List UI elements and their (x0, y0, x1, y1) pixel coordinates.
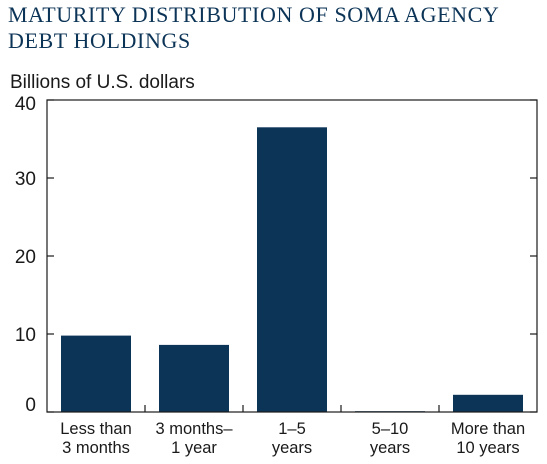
x-tick-label-4-line-1: More than (451, 420, 525, 438)
bars-group (61, 127, 523, 413)
bar-2 (257, 127, 327, 413)
x-tick-label-2-line-2: years (272, 439, 312, 457)
bar-4 (453, 394, 523, 412)
x-tick-label-1-line-1: 3 months– (155, 420, 233, 438)
chart-title-line-2: DEBT HOLDINGS (8, 28, 191, 53)
y-tick-label-10: 10 (15, 325, 36, 346)
bar-0 (61, 335, 131, 412)
chart-title: MATURITY DISTRIBUTION OF SOMA AGENCY DEB… (8, 2, 538, 54)
y-tick-label-20: 20 (15, 247, 36, 268)
y-ticks-group: 0 10 20 30 40 (15, 94, 537, 416)
x-tick-label-0-line-2: 3 months (62, 439, 130, 457)
y-tick-label-40: 40 (15, 94, 36, 115)
x-tick-label-2-line-1: 1–5 (278, 420, 306, 438)
chart-title-line-1: MATURITY DISTRIBUTION OF SOMA AGENCY (8, 2, 500, 27)
x-tick-label-4-line-2: 10 years (456, 439, 519, 457)
y-axis-label: Billions of U.S. dollars (10, 72, 195, 93)
bar-1 (159, 344, 229, 412)
x-tick-label-1-line-2: 1 year (171, 439, 217, 457)
x-tick-label-0-line-1: Less than (60, 420, 132, 438)
x-tick-label-3-line-2: years (370, 439, 410, 457)
x-tick-label-3-line-1: 5–10 (372, 420, 409, 438)
y-tick-label-0: 0 (25, 395, 36, 416)
y-tick-label-30: 30 (15, 169, 36, 190)
